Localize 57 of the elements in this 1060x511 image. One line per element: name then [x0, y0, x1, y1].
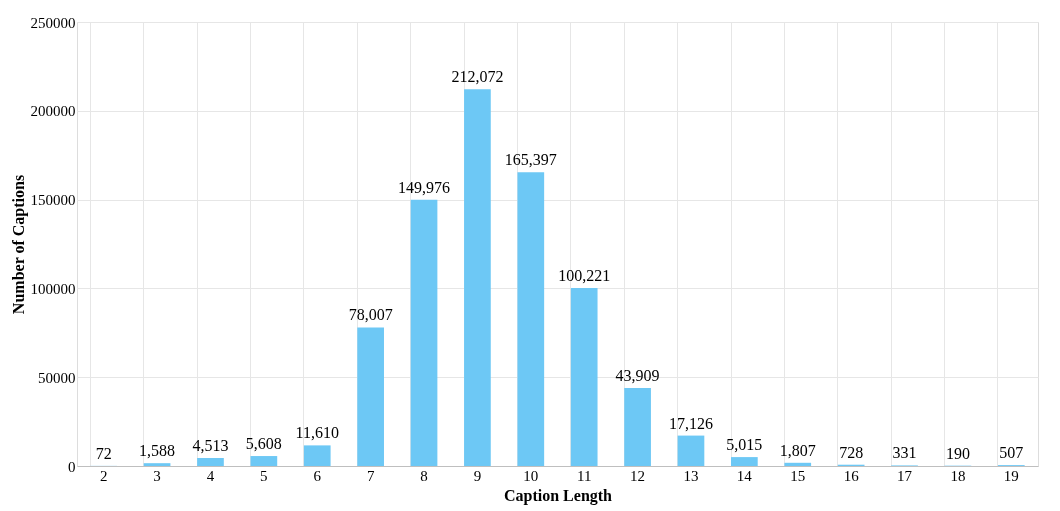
data-label: 43,909 — [615, 367, 660, 385]
data-label: 100,221 — [558, 267, 611, 285]
bar — [197, 457, 224, 466]
bar — [410, 199, 438, 466]
bar — [303, 445, 331, 466]
data-label: 728 — [839, 443, 864, 461]
bar — [357, 327, 384, 466]
y-tick-label: 200000 — [30, 103, 76, 120]
bar — [731, 457, 758, 466]
x-tick-label: 14 — [736, 467, 753, 484]
bar — [464, 89, 491, 466]
data-label: 1,588 — [139, 442, 176, 460]
data-label: 1,807 — [779, 441, 816, 459]
data-label: 17,126 — [668, 414, 713, 432]
x-tick-label: 3 — [153, 467, 161, 484]
y-tick-label: 50000 — [38, 369, 76, 386]
bar — [143, 463, 171, 466]
bar — [624, 388, 651, 466]
data-label: 5,015 — [726, 436, 763, 454]
bar — [677, 435, 705, 466]
y-tick-label: 100000 — [30, 280, 76, 297]
bar — [570, 288, 598, 466]
x-tick-label: 7 — [366, 467, 375, 484]
bar — [784, 462, 812, 466]
x-tick-label: 4 — [206, 467, 215, 484]
x-tick-label: 6 — [313, 467, 322, 484]
y-axis-title: Number of Captions — [9, 174, 28, 315]
data-label: 72 — [95, 444, 112, 462]
x-tick-label: 10 — [523, 467, 539, 484]
data-label: 165,397 — [504, 151, 557, 169]
x-tick-label: 12 — [630, 467, 646, 484]
x-tick-label: 5 — [260, 467, 268, 484]
x-tick-label: 16 — [843, 467, 860, 484]
x-tick-label: 9 — [473, 467, 482, 484]
bar — [250, 456, 278, 466]
data-label: 5,608 — [245, 435, 282, 453]
x-tick-label: 19 — [1003, 467, 1019, 484]
data-label: 11,610 — [295, 424, 339, 442]
data-label: 78,007 — [348, 306, 393, 324]
x-tick-label: 15 — [790, 467, 806, 484]
data-label: 507 — [999, 444, 1024, 462]
data-label: 331 — [892, 444, 917, 462]
data-label: 212,072 — [451, 68, 504, 86]
x-tick-label: 8 — [420, 467, 428, 484]
x-tick-label: 18 — [950, 467, 966, 484]
x-tick-label: 17 — [897, 467, 913, 484]
x-tick-label: 11 — [576, 467, 592, 484]
bar — [517, 172, 545, 466]
data-label: 190 — [945, 444, 970, 462]
x-tick-label: 2 — [99, 467, 108, 484]
x-axis-title: Caption Length — [503, 486, 613, 505]
data-label: 149,976 — [398, 178, 451, 196]
data-label: 4,513 — [192, 436, 229, 454]
y-tick-label: 0 — [68, 458, 76, 475]
y-tick-label: 250000 — [30, 14, 76, 31]
x-tick-label: 13 — [683, 467, 699, 484]
y-tick-label: 150000 — [30, 192, 76, 209]
